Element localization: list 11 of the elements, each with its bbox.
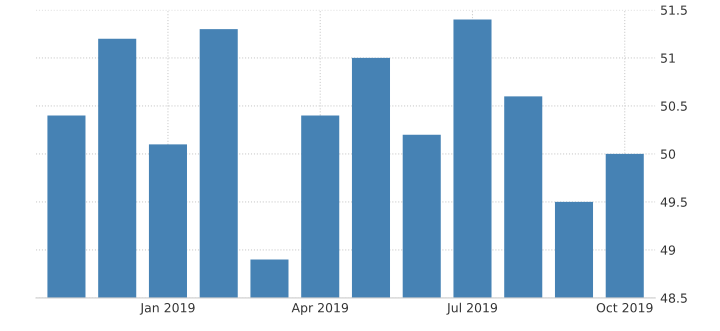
x-tick-label: Apr 2019 (292, 302, 348, 315)
y-tick-label: 51.5 (661, 6, 687, 15)
y-tick-label: 48.5 (660, 293, 687, 303)
y-tick-label: 50.5 (661, 101, 687, 111)
y-tick-label: 51 (661, 54, 675, 63)
y-tick-label: 49 (660, 245, 676, 255)
y-tick-label: 49.5 (660, 197, 687, 207)
y-tick-label: 50 (661, 149, 676, 159)
x-tick-label: Jul 2019 (446, 302, 498, 315)
x-tick-label: Oct 2019 (596, 302, 653, 312)
x-tick-label: Jan 2019 (140, 302, 195, 315)
